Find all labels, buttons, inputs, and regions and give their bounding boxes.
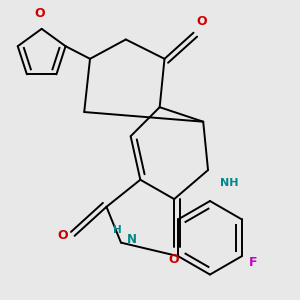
Text: N: N xyxy=(127,233,137,246)
Text: O: O xyxy=(196,15,207,28)
Text: O: O xyxy=(169,253,179,266)
Text: NH: NH xyxy=(220,178,238,188)
Text: F: F xyxy=(249,256,258,269)
Text: H: H xyxy=(113,225,122,235)
Text: O: O xyxy=(34,7,45,20)
Text: O: O xyxy=(58,230,68,242)
